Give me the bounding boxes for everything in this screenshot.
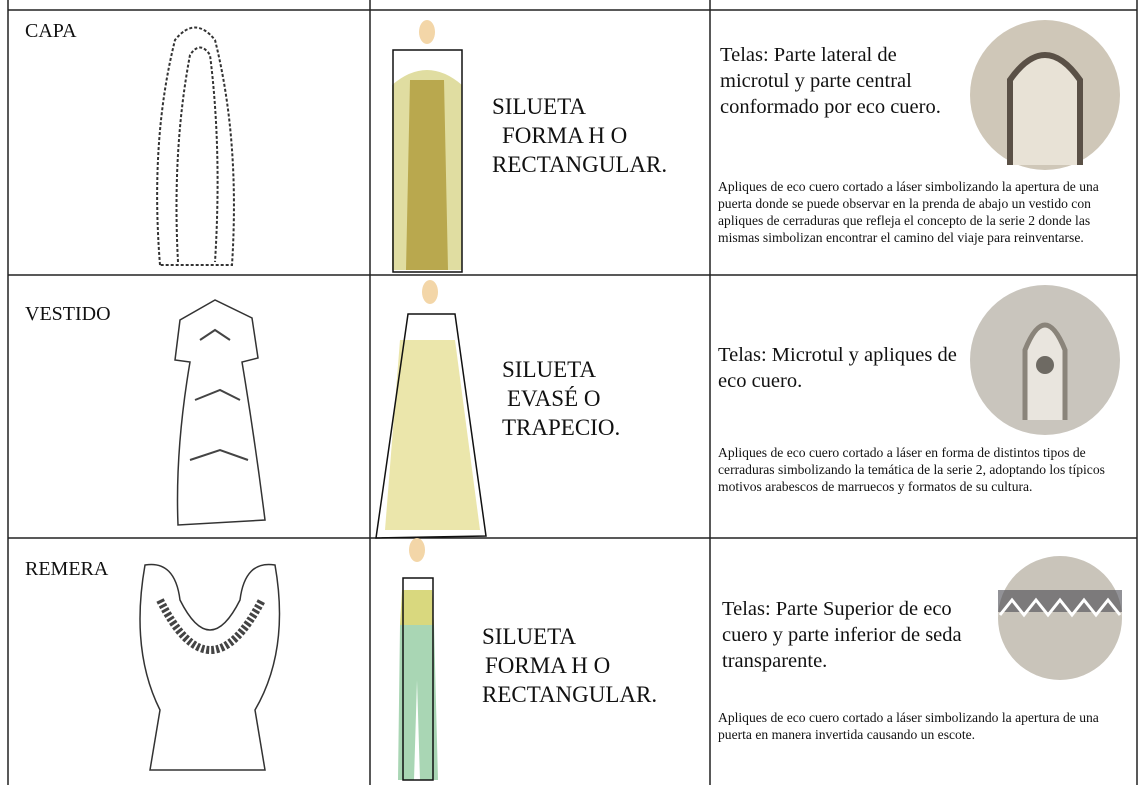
description-text: Apliques de eco cuero cortado a láser si…	[718, 710, 1099, 742]
silhouette-line: SILUETA	[482, 624, 576, 649]
silhouette-line: FORMA H O	[485, 653, 611, 678]
silhouette-line: RECTANGULAR.	[482, 682, 658, 707]
garment-label: CAPA	[25, 20, 77, 42]
silhouette-line: TRAPECIO.	[502, 415, 621, 440]
description-text: Apliques de eco cuero cortado a láser si…	[718, 179, 1099, 245]
silhouette-line: SILUETA	[492, 94, 586, 119]
fabrics-text: Telas: Parte lateral de microtul y parte…	[720, 44, 941, 118]
silhouette-line: EVASÉ O	[507, 386, 601, 411]
silhouette-line: FORMA H O	[502, 123, 628, 148]
silhouette-line: SILUETA	[502, 357, 596, 382]
description-text: Apliques de eco cuero cortado a láser en…	[718, 445, 1105, 494]
fabrics-text: Telas: Microtul y apliques de eco cuero.	[718, 344, 957, 392]
silhouette-line: RECTANGULAR.	[492, 152, 668, 177]
fabrics-text: Telas: Parte Superior de eco cuero y par…	[722, 598, 962, 672]
garment-label: VESTIDO	[25, 303, 111, 325]
garment-label: REMERA	[25, 558, 109, 580]
